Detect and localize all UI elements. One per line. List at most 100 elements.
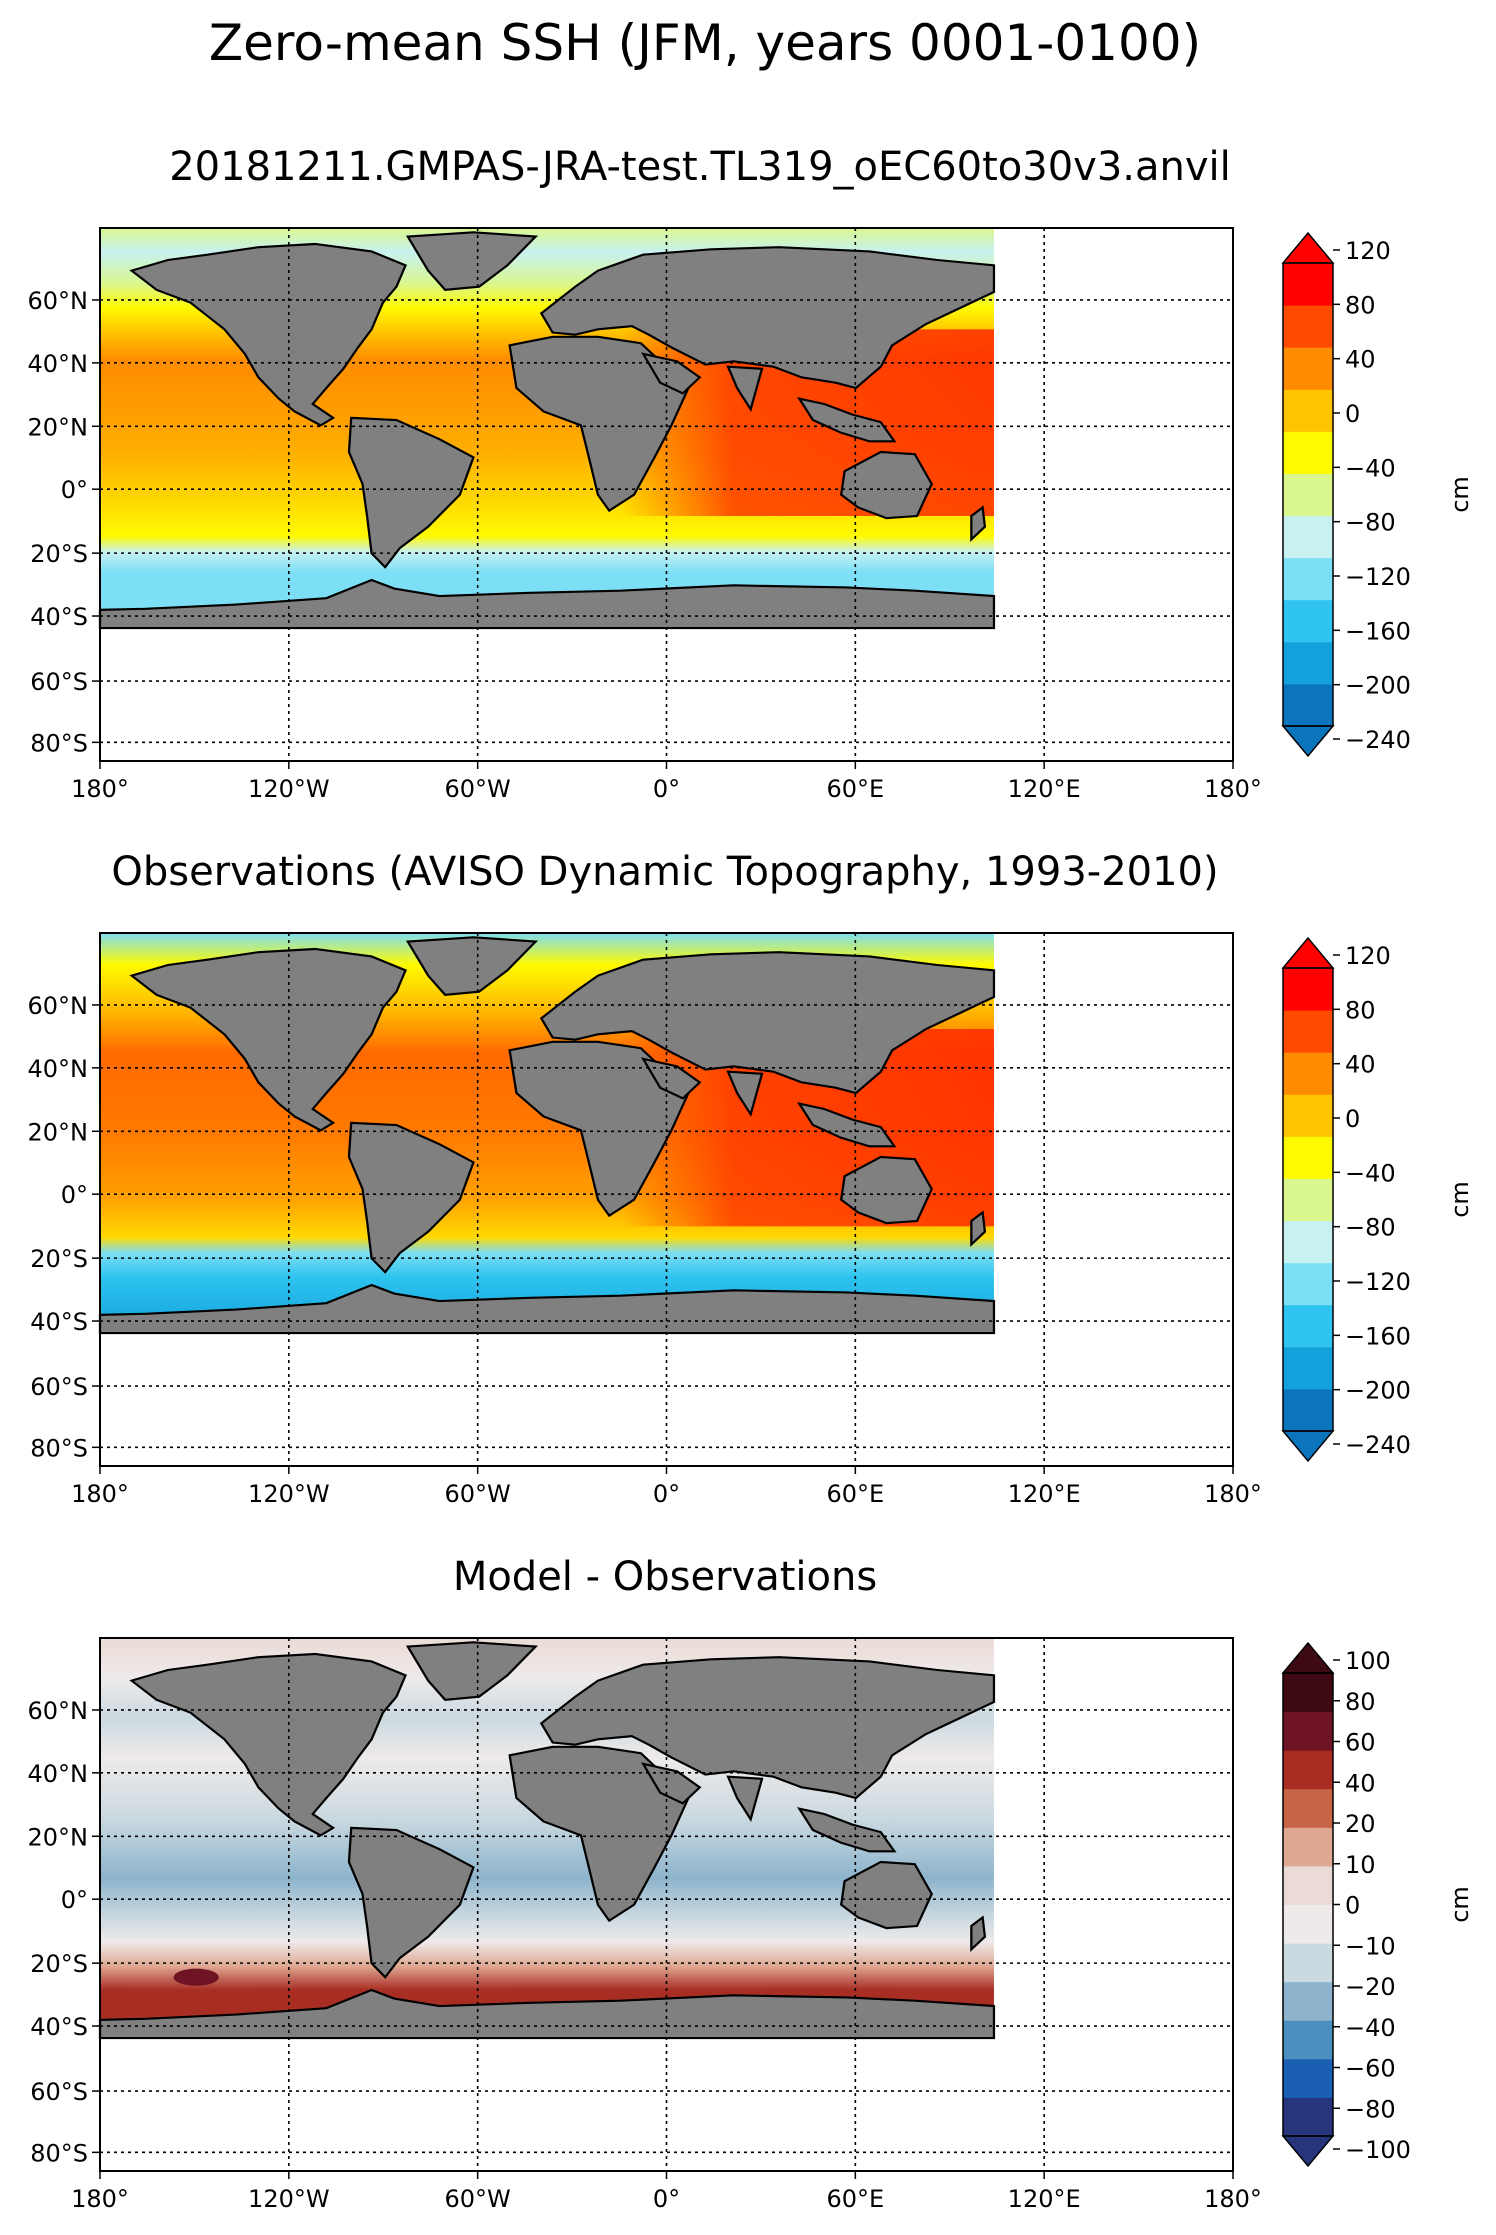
colorbar-tick-label: 80	[1345, 291, 1376, 319]
y-tick-label: 40°N	[28, 1760, 89, 1788]
colorbar-tick-label: 0	[1345, 1105, 1360, 1133]
y-tick-label: 80°S	[30, 729, 88, 757]
y-tick-label: 60°N	[28, 1697, 89, 1725]
colorbar-band	[1283, 599, 1333, 643]
colorbar-tick-label: 60	[1345, 1729, 1376, 1757]
colorbar-band	[1283, 968, 1333, 1011]
y-tick-label: 0°	[61, 1886, 88, 1914]
colorbar-tick-label: 10	[1345, 1851, 1376, 1879]
x-tick-label: 60°E	[826, 775, 884, 803]
colorbar-band	[1283, 389, 1333, 432]
colorbar-band	[1283, 1136, 1333, 1179]
colorbar-tick-label: −20	[1345, 1973, 1396, 2001]
gridlines	[100, 228, 1233, 761]
colorbar-band	[1283, 1052, 1333, 1095]
colorbar-tick-label: −200	[1345, 672, 1411, 700]
x-axis: 180° 120°W 60°W 0° 60°E 120°E 180°	[71, 761, 1262, 803]
y-tick-label: 0°	[61, 1181, 88, 1209]
colorbar-band	[1283, 1711, 1333, 1751]
colorbar: 120 80 40 0 −40 −80 −120 −160 −200 −240 cm	[1281, 936, 1474, 1463]
colorbar-extend-min	[1281, 725, 1335, 758]
x-tick-label: 0°	[653, 1480, 680, 1508]
colorbar-tick-label: 0	[1345, 400, 1360, 428]
y-axis: 60°N 40°N 20°N 0° 20°S 40°S 60°S 80°S	[28, 992, 100, 1462]
panel-title: Observations (AVISO Dynamic Topography, …	[111, 849, 1218, 895]
colorbar-tick-label: 0	[1345, 1892, 1360, 1920]
colorbar-tick-label: −100	[1345, 2136, 1411, 2164]
x-tick-label: 180°	[1204, 2185, 1262, 2213]
x-tick-label: 180°	[1204, 1480, 1262, 1508]
x-tick-label: 120°W	[248, 1480, 330, 1508]
y-tick-label: 40°S	[30, 2013, 88, 2041]
x-tick-label: 180°	[71, 2185, 129, 2213]
y-tick-label: 0°	[61, 476, 88, 504]
colorbar-tick-label: −120	[1345, 1268, 1411, 1296]
y-tick-label: 60°S	[30, 1373, 88, 1401]
colorbar-band	[1283, 1388, 1333, 1432]
colorbar-band	[1283, 1178, 1333, 1222]
colorbar-tick-label: −200	[1345, 1377, 1411, 1405]
y-axis: 60°N 40°N 20°N 0° 20°S 40°S 60°S 80°S	[28, 1697, 100, 2167]
dark-anomaly	[173, 1968, 219, 1986]
colorbar-label: cm	[1446, 476, 1474, 513]
y-tick-label: 80°S	[30, 1434, 88, 1462]
colorbar-band	[1283, 1262, 1333, 1306]
x-tick-label: 0°	[653, 775, 680, 803]
colorbar-band	[1283, 1094, 1333, 1137]
colorbar-band	[1283, 1943, 1333, 1983]
x-tick-label: 120°E	[1008, 2185, 1081, 2213]
colorbar-label: cm	[1446, 1886, 1474, 1923]
y-tick-label: 60°N	[28, 992, 89, 1020]
colorbar-tick-label: −160	[1345, 617, 1411, 645]
colorbar: 120 80 40 0 −40 −80 −120 −160 −200 −240 cm	[1281, 231, 1474, 758]
colorbar-tick-label: 20	[1345, 1810, 1376, 1838]
panel-title: 20181211.GMPAS-JRA-test.TL319_oEC60to30v…	[169, 144, 1231, 190]
y-tick-label: 40°S	[30, 1308, 88, 1336]
x-tick-label: 0°	[653, 2185, 680, 2213]
y-tick-label: 20°N	[28, 413, 89, 441]
panel-observations: Observations (AVISO Dynamic Topography, …	[28, 849, 1475, 1508]
colorbar-tick-label: −40	[1345, 2014, 1396, 2042]
colorbar-tick-label: 120	[1345, 237, 1391, 265]
colorbar-band	[1283, 2020, 1333, 2060]
y-axis: 60°N 40°N 20°N 0° 20°S 40°S 60°S 80°S	[28, 287, 100, 757]
y-tick-label: 20°N	[28, 1823, 89, 1851]
colorbar-band	[1283, 1981, 1333, 2021]
colorbar-band	[1283, 1010, 1333, 1053]
y-tick-label: 80°S	[30, 2139, 88, 2167]
x-tick-label: 60°W	[445, 775, 511, 803]
colorbar-band	[1283, 1220, 1333, 1264]
colorbar-band	[1283, 1673, 1333, 1713]
panel-title: Model - Observations	[453, 1554, 877, 1600]
colorbar-band	[1283, 1865, 1333, 1905]
colorbar-tick-label: 80	[1345, 996, 1376, 1024]
colorbar-tick-label: −10	[1345, 1932, 1396, 1960]
x-tick-label: 60°E	[826, 1480, 884, 1508]
colorbar-tick-label: −240	[1345, 1431, 1411, 1459]
y-tick-label: 20°S	[30, 1245, 88, 1273]
x-axis: 180° 120°W 60°W 0° 60°E 120°E 180°	[71, 2171, 1262, 2213]
panel-model: 20181211.GMPAS-JRA-test.TL319_oEC60to30v…	[28, 144, 1475, 803]
colorbar-tick-label: 120	[1345, 942, 1391, 970]
colorbar-frame	[1282, 967, 1334, 1432]
x-tick-label: 180°	[71, 775, 129, 803]
colorbar-band	[1283, 1304, 1333, 1348]
colorbar-tick-label: 40	[1345, 1051, 1376, 1079]
colorbar-tick-label: −80	[1345, 2095, 1396, 2123]
y-tick-label: 60°N	[28, 287, 89, 315]
x-tick-label: 120°W	[248, 775, 330, 803]
y-tick-label: 40°S	[30, 603, 88, 631]
colorbar-band	[1283, 1827, 1333, 1867]
colorbar-extend-max	[1281, 1641, 1335, 1674]
colorbar-band	[1283, 515, 1333, 559]
x-tick-label: 120°E	[1008, 1480, 1081, 1508]
colorbar-tick-label: 100	[1345, 1647, 1391, 1675]
colorbar-band	[1283, 431, 1333, 474]
colorbar-tick-label: −40	[1345, 454, 1396, 482]
colorbar-band	[1283, 263, 1333, 306]
x-tick-label: 120°W	[248, 2185, 330, 2213]
colorbar-band	[1283, 473, 1333, 517]
colorbar-extend-max	[1281, 936, 1335, 969]
